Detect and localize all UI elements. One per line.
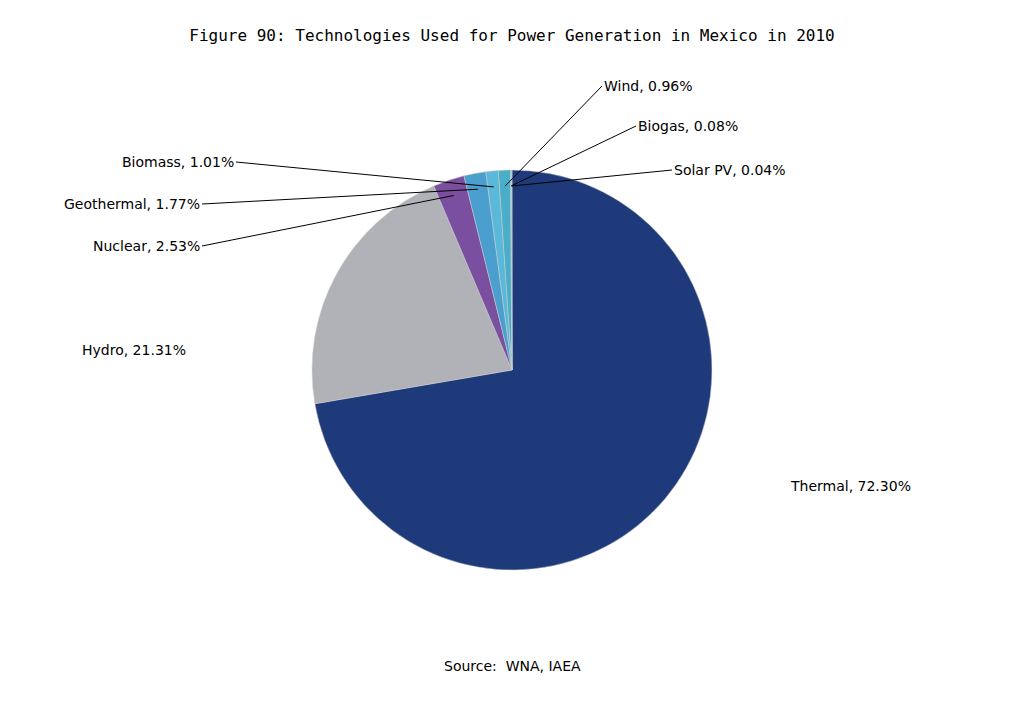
svg-text:Biomass, 1.01%: Biomass, 1.01% (122, 154, 234, 170)
svg-text:Hydro, 21.31%: Hydro, 21.31% (82, 342, 186, 358)
svg-text:Biogas, 0.08%: Biogas, 0.08% (638, 118, 738, 134)
svg-text:Thermal, 72.30%: Thermal, 72.30% (790, 478, 911, 494)
svg-text:Nuclear, 2.53%: Nuclear, 2.53% (93, 238, 200, 254)
svg-text:Figure 90: Technologies Used f: Figure 90: Technologies Used for Power G… (189, 26, 834, 45)
svg-text:Geothermal, 1.77%: Geothermal, 1.77% (64, 196, 200, 212)
svg-text:Source: WNA, IAEA: Source: WNA, IAEA (444, 658, 581, 674)
svg-text:Solar PV, 0.04%: Solar PV, 0.04% (674, 162, 786, 178)
svg-text:Wind, 0.96%: Wind, 0.96% (604, 78, 693, 94)
